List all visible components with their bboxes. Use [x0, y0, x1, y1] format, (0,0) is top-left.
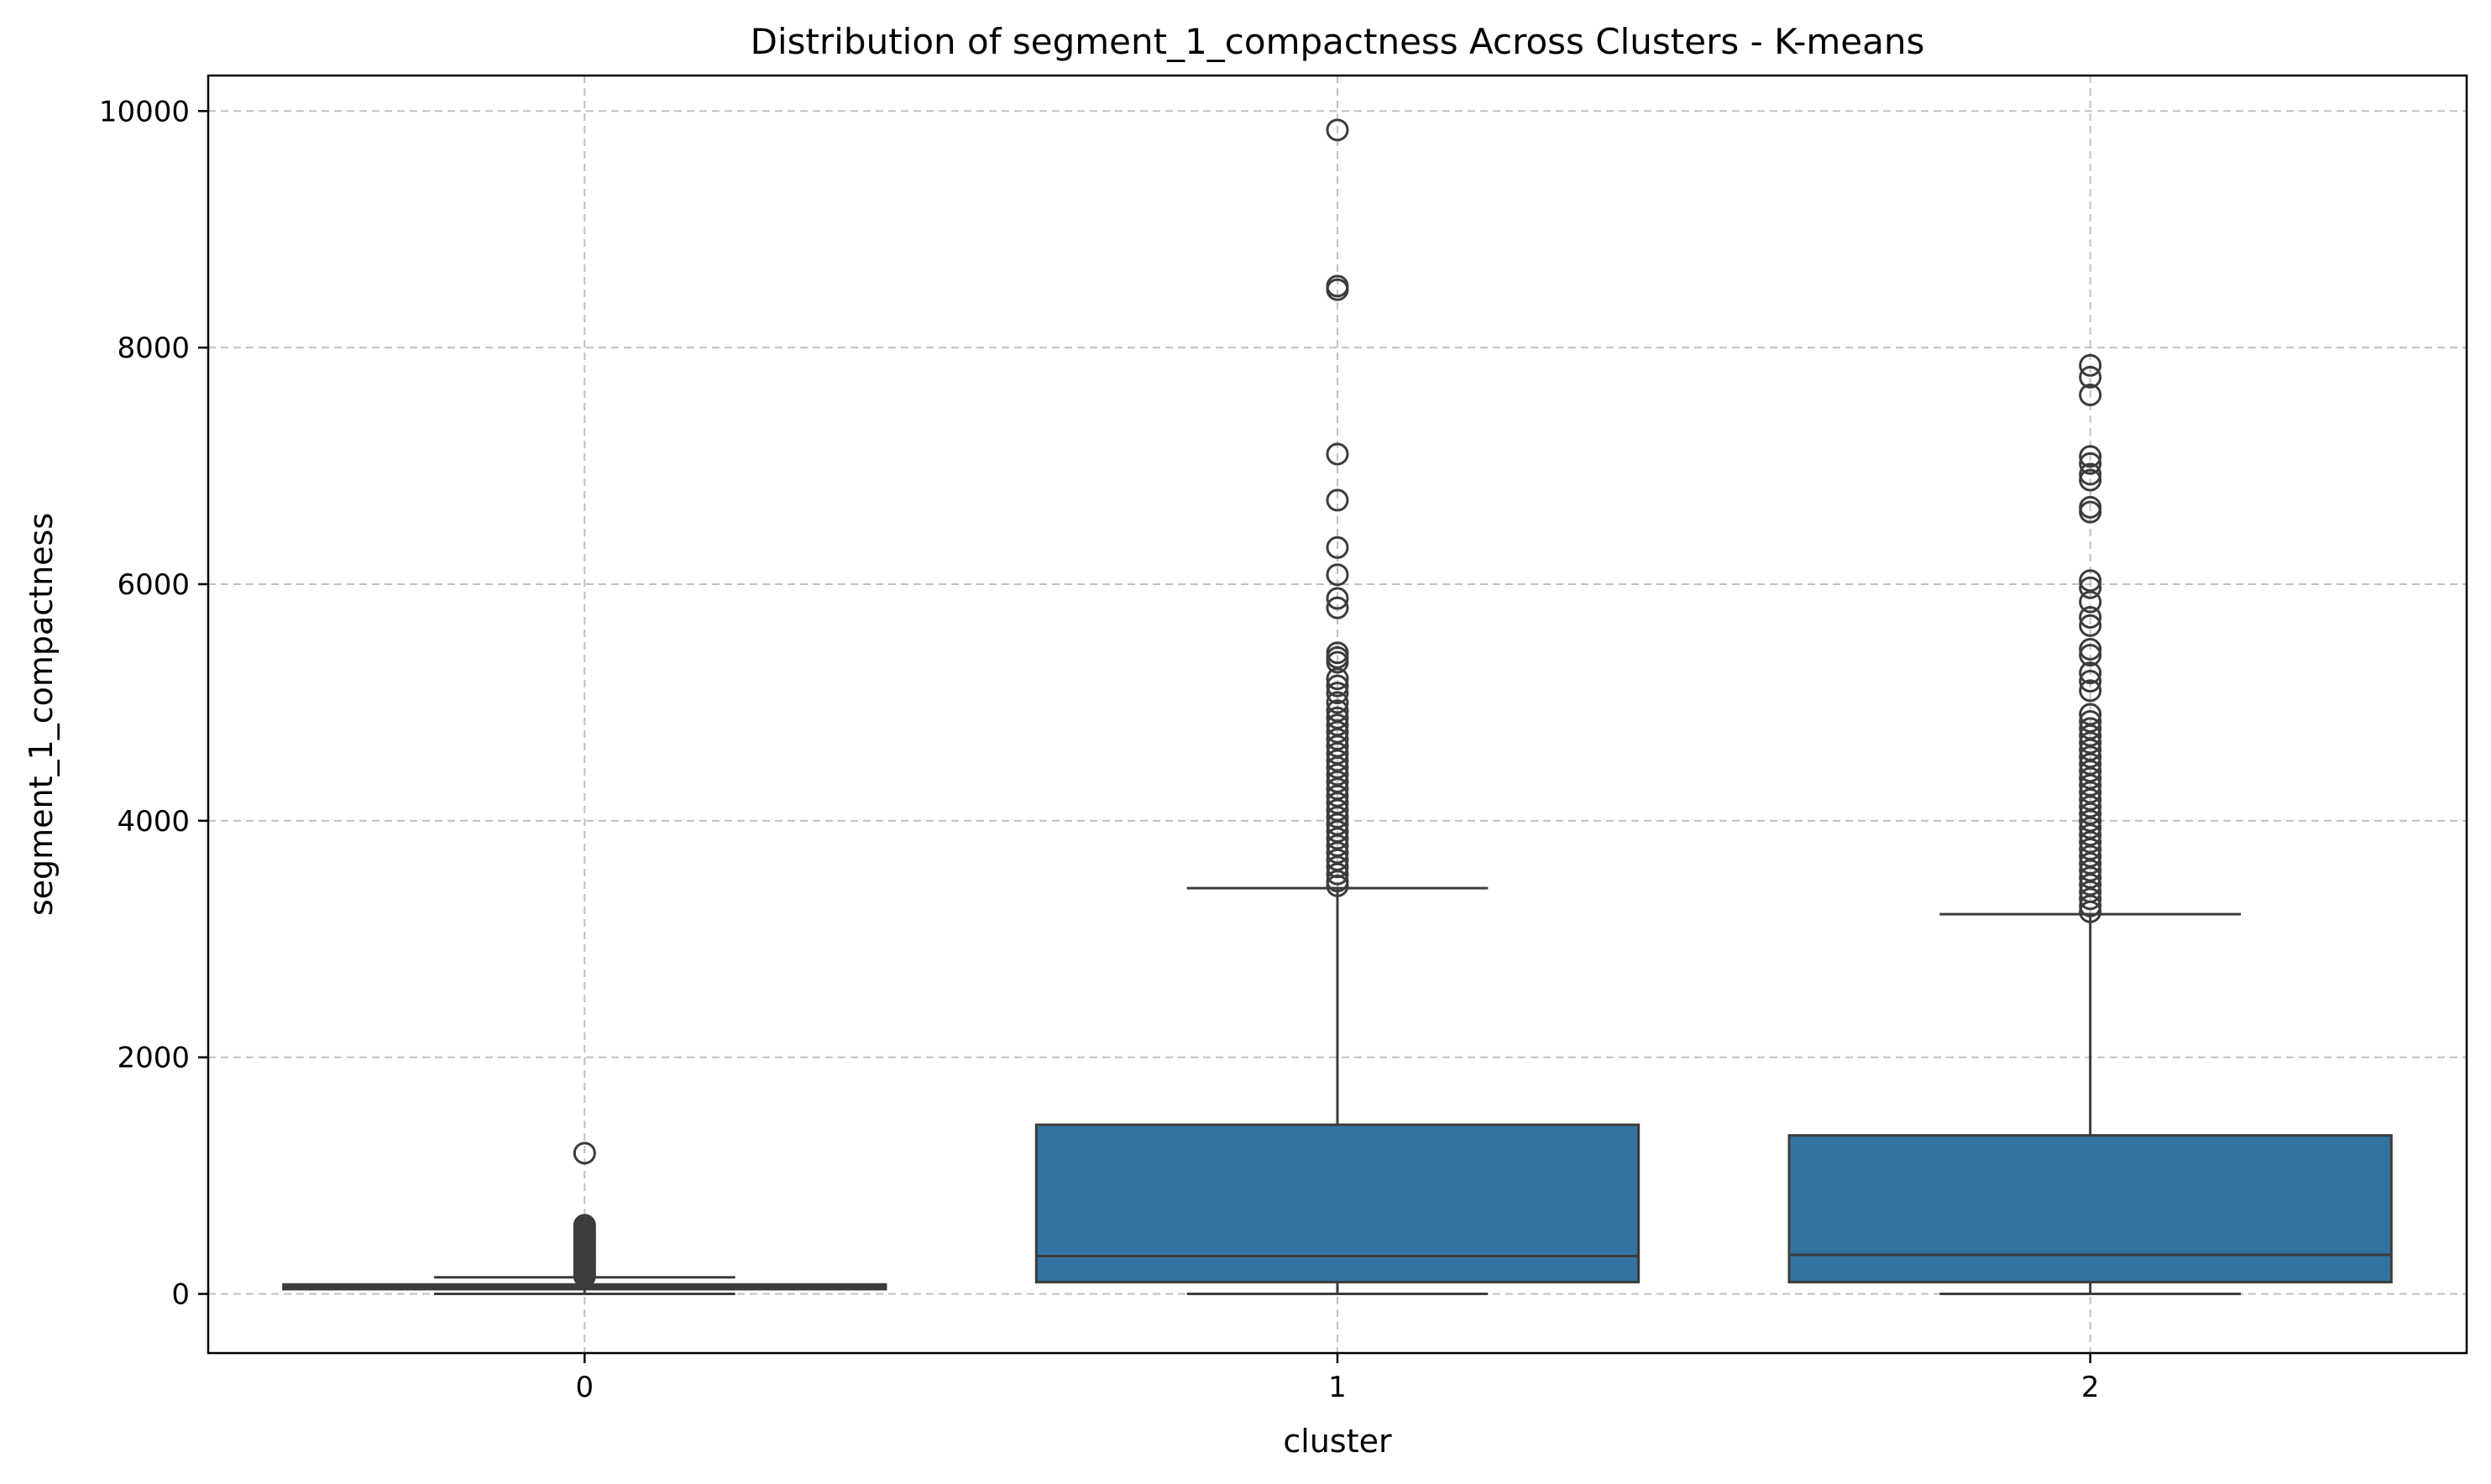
outlier-point	[1326, 651, 1349, 674]
outlier-point	[2079, 605, 2102, 629]
y-tick-label: 8000	[117, 332, 190, 365]
outlier-point	[573, 1142, 596, 1165]
outlier-point	[1326, 667, 1349, 691]
x-tick-label: 0	[576, 1371, 594, 1404]
outlier-point	[1326, 563, 1349, 587]
box-plots	[282, 118, 2393, 1296]
outlier-point	[2079, 661, 2102, 685]
outlier-point	[2079, 894, 2102, 917]
y-tick-label: 4000	[117, 805, 190, 839]
box-cluster-2	[1787, 353, 2393, 1296]
outlier-point	[1326, 691, 1349, 714]
outlier-point	[2079, 500, 2102, 524]
outlier-point	[2079, 679, 2102, 703]
outlier-point	[1326, 874, 1349, 897]
x-tick-label: 1	[1328, 1371, 1347, 1404]
outlier-point	[2079, 614, 2102, 637]
outlier-point	[2079, 445, 2102, 468]
outlier-point	[1326, 118, 1349, 142]
outlier-point	[2079, 452, 2102, 475]
outlier-point	[2079, 887, 2102, 911]
outlier-point	[2079, 900, 2102, 923]
outlier-point	[2079, 353, 2102, 377]
outlier-point	[573, 1264, 596, 1288]
outlier-point	[1326, 674, 1349, 698]
iqr-box	[1787, 1134, 2393, 1283]
outlier-point	[2079, 670, 2102, 693]
outlier-point	[1326, 682, 1349, 705]
outlier-point	[1326, 489, 1349, 512]
outlier-point	[2079, 365, 2102, 389]
outlier-point	[2079, 637, 2102, 661]
outlier-point	[1326, 862, 1349, 886]
box-cluster-0	[282, 1142, 887, 1296]
x-tick-label: 2	[2081, 1371, 2100, 1404]
outlier-point	[2079, 590, 2102, 614]
x-axis-label: cluster	[1283, 1423, 1392, 1460]
outlier-point	[1326, 278, 1349, 301]
box-cluster-1	[1034, 118, 1641, 1296]
outlier-point	[1326, 442, 1349, 466]
outlier-point	[1326, 587, 1349, 610]
outlier-point	[2079, 468, 2102, 492]
chart-title: Distribution of segment_1_compactness Ac…	[751, 21, 1925, 62]
y-axis-label: segment_1_compactness	[23, 513, 60, 916]
y-tick-label: 0	[171, 1278, 190, 1312]
outlier-point	[2079, 384, 2102, 406]
iqr-box	[1034, 1123, 1641, 1283]
outlier-point	[1326, 536, 1349, 559]
outlier-point	[2079, 576, 2102, 599]
outlier-point	[2079, 644, 2102, 667]
axis-ticks: 0 2000 4000 6000 8000 10000 0 1 2	[99, 95, 2100, 1404]
y-tick-label: 2000	[117, 1042, 190, 1075]
y-tick-label: 10000	[99, 95, 190, 128]
outlier-point	[1326, 596, 1349, 619]
y-tick-label: 6000	[117, 568, 190, 602]
outlier-point	[2079, 462, 2102, 486]
